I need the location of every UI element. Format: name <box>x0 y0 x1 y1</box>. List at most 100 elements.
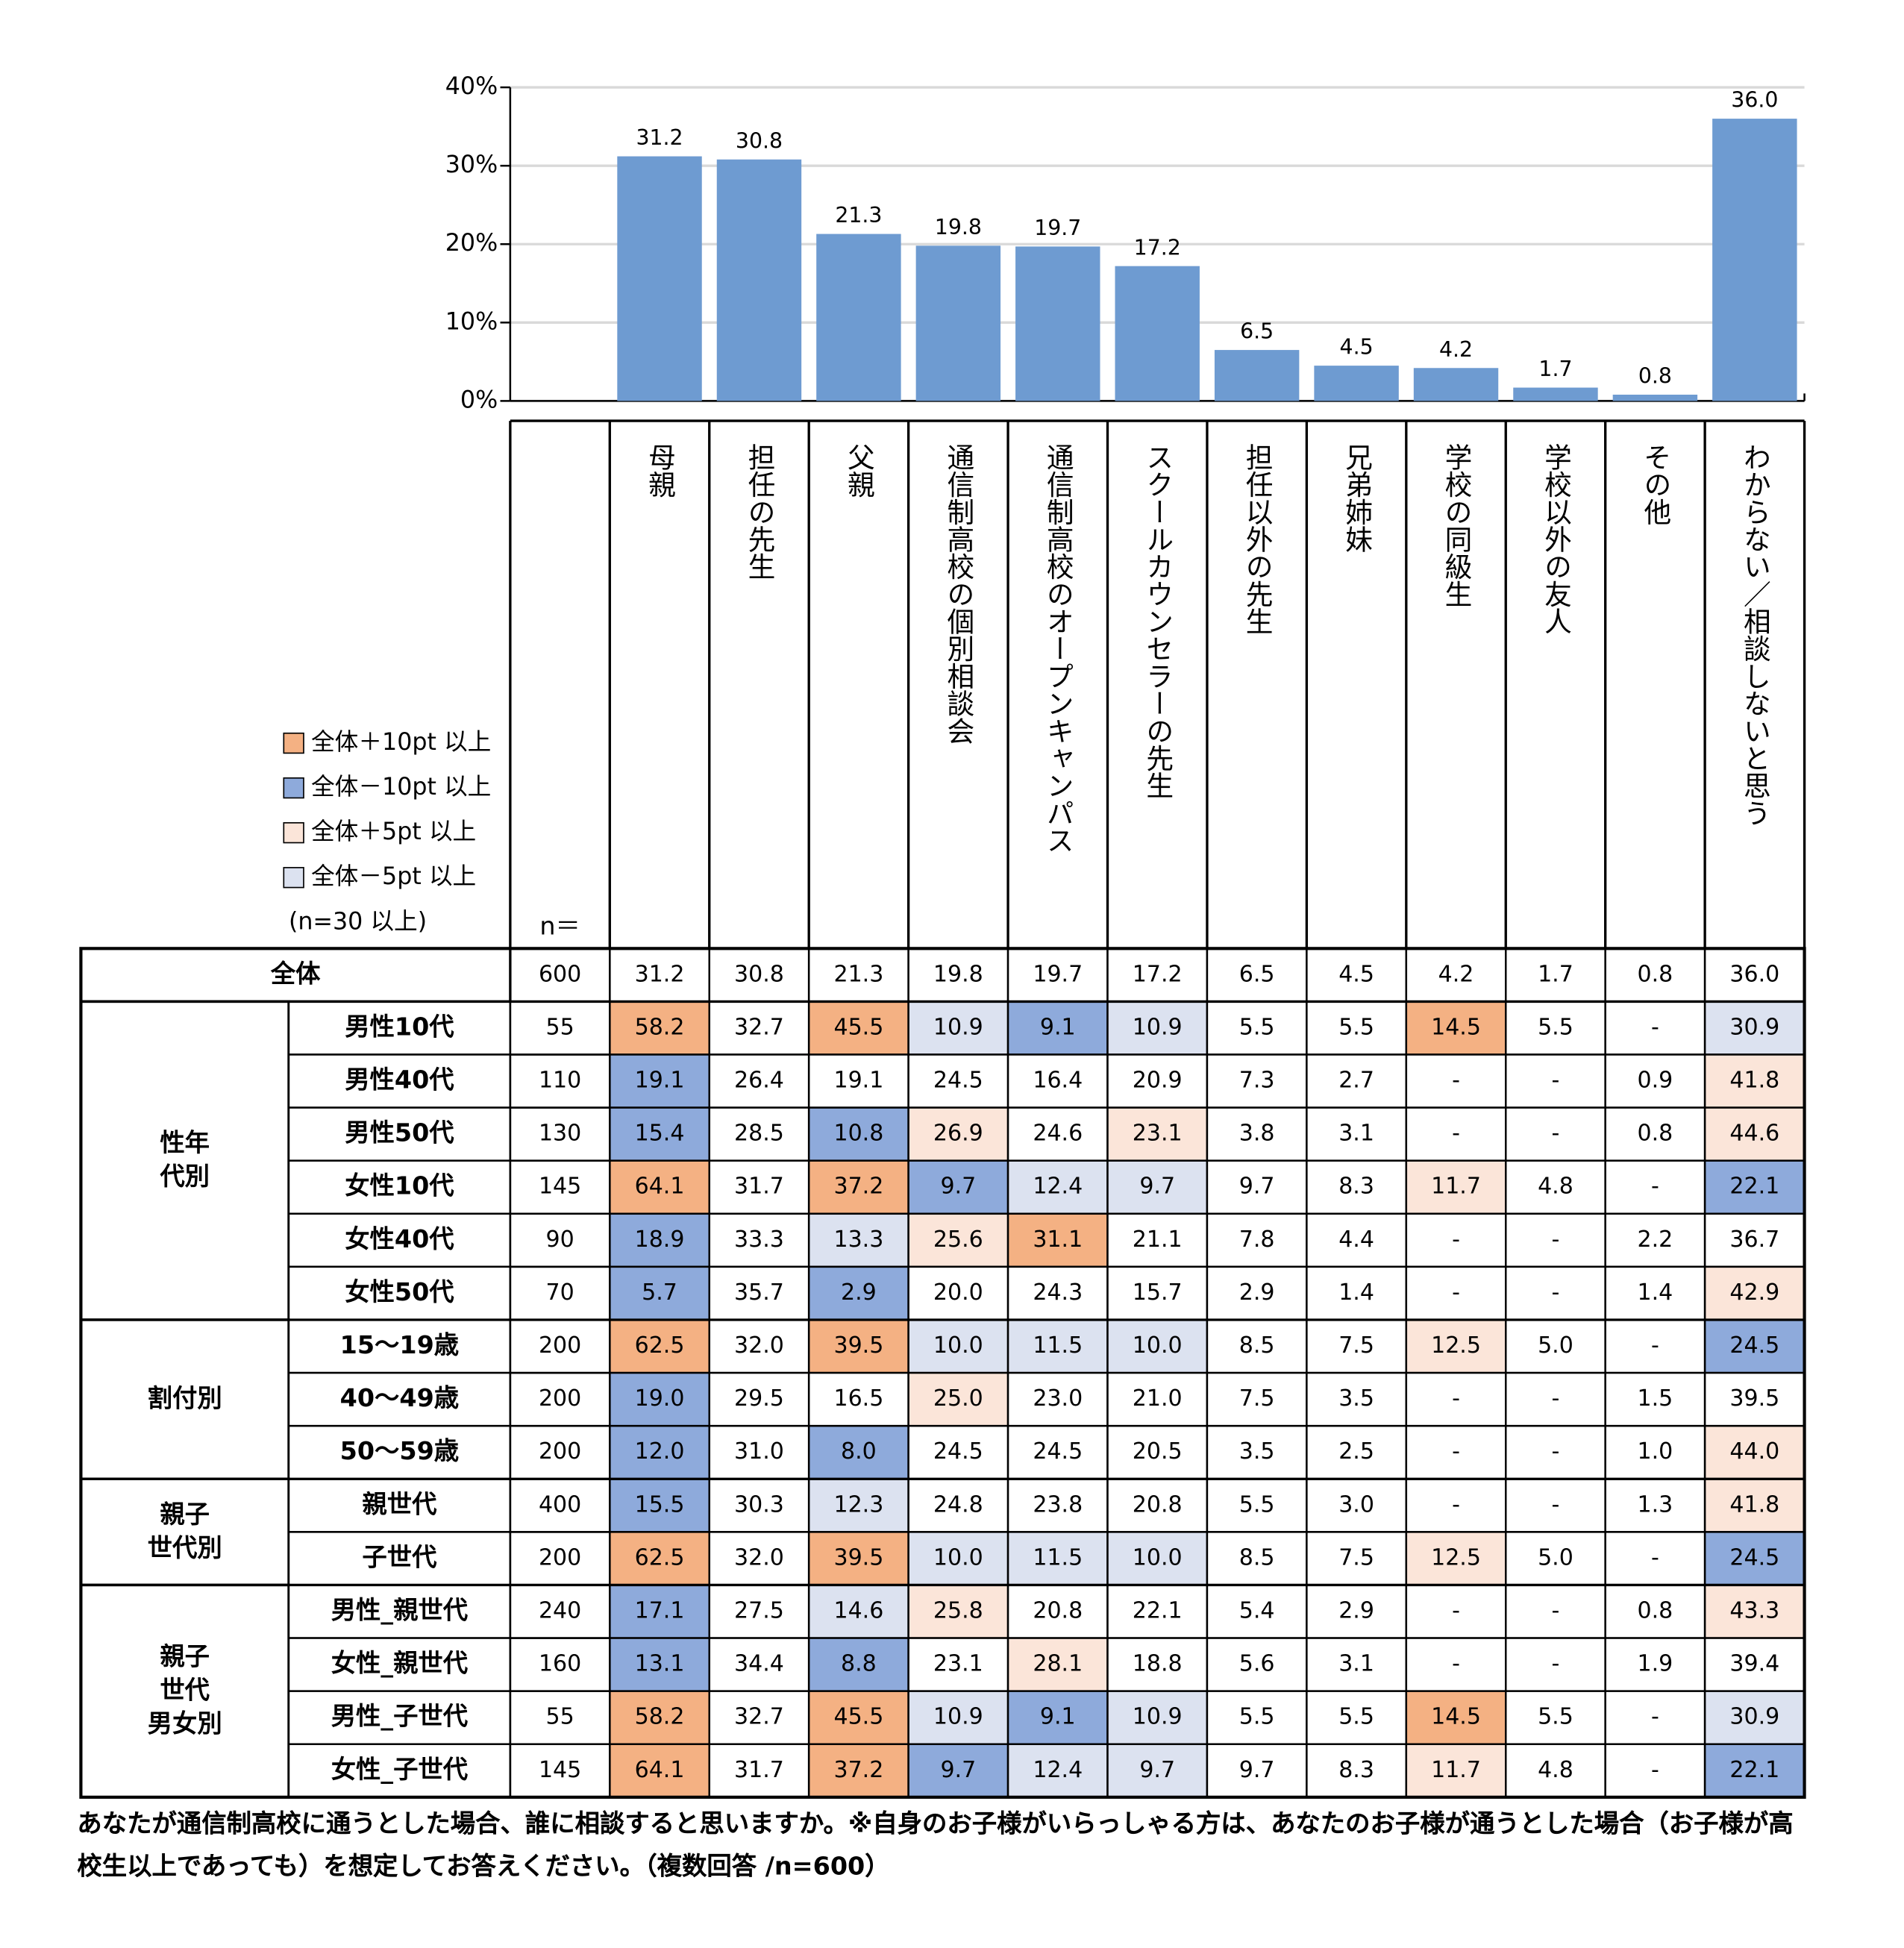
table-value: - <box>1452 1385 1460 1412</box>
table-value: - <box>1552 1121 1560 1147</box>
table-value: 21.3 <box>833 961 883 987</box>
row-label-box <box>287 1000 512 1056</box>
table-cell <box>1006 1053 1109 1109</box>
table-cell <box>1703 1531 1806 1586</box>
table-cell <box>1006 1531 1109 1586</box>
table-cell <box>1106 1318 1209 1374</box>
table-value: 12.0 <box>635 1438 685 1465</box>
n-cell: 240 <box>539 1598 581 1624</box>
group-label-line: 世代別 <box>148 1532 222 1562</box>
bar <box>1314 366 1399 401</box>
table-value: 33.3 <box>734 1227 784 1253</box>
value-label: 36.0 <box>1731 88 1778 113</box>
table-value: 30.8 <box>734 961 784 987</box>
footnote: あなたが通信制高校に通うとした場合、誰に相談すると思いますか。※自身のお子様がい… <box>77 1808 1794 1881</box>
table-value: 23.1 <box>1133 1121 1183 1147</box>
table-value: 24.5 <box>933 1438 983 1465</box>
value-label: 1.7 <box>1538 357 1572 381</box>
group-label-line: 代別 <box>159 1162 210 1191</box>
table-value: 15.5 <box>635 1491 685 1518</box>
table-value: 1.7 <box>1538 961 1573 987</box>
table-value: 62.5 <box>635 1332 685 1359</box>
table-value: 28.5 <box>734 1121 784 1147</box>
table-value: 5.5 <box>1239 1014 1275 1040</box>
table-value: - <box>1552 1491 1560 1518</box>
table-cell <box>1604 1053 1706 1109</box>
table-cell <box>708 1424 810 1480</box>
table-value: 26.9 <box>933 1121 983 1147</box>
table-value: 25.0 <box>933 1385 983 1412</box>
table-value: 7.5 <box>1338 1544 1374 1570</box>
table-value: 18.8 <box>1133 1651 1183 1677</box>
table-cell <box>609 1000 710 1056</box>
table-value: 8.5 <box>1239 1544 1275 1570</box>
row-label: 女性_親世代 <box>331 1649 469 1678</box>
table-cell <box>708 1106 810 1162</box>
table-value: 2.9 <box>841 1280 877 1306</box>
n-cell: 70 <box>545 1280 574 1306</box>
table-cell <box>1206 1371 1308 1427</box>
table-value: 7.8 <box>1239 1227 1275 1253</box>
table-value: - <box>1651 1704 1659 1730</box>
group-label: 割付別 <box>148 1383 222 1412</box>
bar <box>716 159 802 401</box>
row-label: 女性50代 <box>345 1277 454 1306</box>
row-label-box <box>287 1212 512 1268</box>
table-value: 30.3 <box>734 1491 784 1518</box>
table-border <box>79 947 1806 1799</box>
table-cell <box>1006 1637 1109 1692</box>
table-cell <box>1703 1424 1806 1480</box>
table-value: 5.5 <box>1338 1704 1374 1730</box>
table-value: 19.1 <box>635 1068 685 1094</box>
table-value: 9.7 <box>1139 1174 1175 1200</box>
table-value: 5.5 <box>1239 1491 1275 1518</box>
table-cell <box>1703 1690 1806 1746</box>
table-cell <box>1604 1265 1706 1321</box>
value-label: 4.2 <box>1439 337 1473 362</box>
footnote-box: あなたが通信制高校に通うとした場合、誰に相談すると思いますか。※自身のお子様がい… <box>77 1808 1794 1881</box>
value-label: 4.5 <box>1340 335 1374 360</box>
table-cell <box>1006 1212 1109 1268</box>
table-cell <box>807 1159 909 1215</box>
table-value: 3.5 <box>1338 1385 1374 1412</box>
table-cell <box>708 1690 810 1746</box>
n-cell: 145 <box>539 1174 581 1200</box>
column-header: 通信制高校のオープンキャンパス <box>1042 443 1074 854</box>
table-value: 5.0 <box>1538 1332 1573 1359</box>
table-value: 1.0 <box>1638 1438 1673 1465</box>
table-value: 20.0 <box>933 1280 983 1306</box>
table-value: - <box>1651 1014 1659 1040</box>
legend-note: (n=30 以上) <box>289 908 427 935</box>
table-cell <box>907 948 1009 1003</box>
table-cell <box>1006 1690 1109 1746</box>
table-value: - <box>1552 1651 1560 1677</box>
table-value: 10.8 <box>833 1121 883 1147</box>
table-cell <box>907 1318 1009 1374</box>
table-value: 14.6 <box>833 1598 883 1624</box>
row-label-box <box>287 1478 512 1533</box>
table-value: - <box>1552 1385 1560 1412</box>
table-value: 29.5 <box>734 1385 784 1412</box>
table-value: 14.5 <box>1431 1014 1481 1040</box>
group-label-line: 世代 <box>160 1675 210 1704</box>
table-value: 31.1 <box>1033 1227 1083 1253</box>
row-label-box <box>287 1424 512 1480</box>
bar <box>1513 387 1598 401</box>
table-value: 5.5 <box>1538 1704 1573 1730</box>
table-value: 5.5 <box>1338 1014 1374 1040</box>
bar <box>915 245 1001 401</box>
row-label: 男性40代 <box>345 1065 454 1094</box>
table-cell <box>1106 1159 1209 1215</box>
table-value: 45.5 <box>833 1704 883 1730</box>
table-value: 43.3 <box>1729 1598 1779 1624</box>
table-value: 9.7 <box>940 1174 976 1200</box>
table-value: - <box>1651 1544 1659 1570</box>
table-value: 5.5 <box>1538 1014 1573 1040</box>
table-value: - <box>1452 1068 1460 1094</box>
bar <box>816 234 901 401</box>
table-value: - <box>1552 1280 1560 1306</box>
row-label: 親世代 <box>362 1489 437 1518</box>
row-label-box <box>287 1637 512 1692</box>
overall-label-box <box>79 947 512 1003</box>
